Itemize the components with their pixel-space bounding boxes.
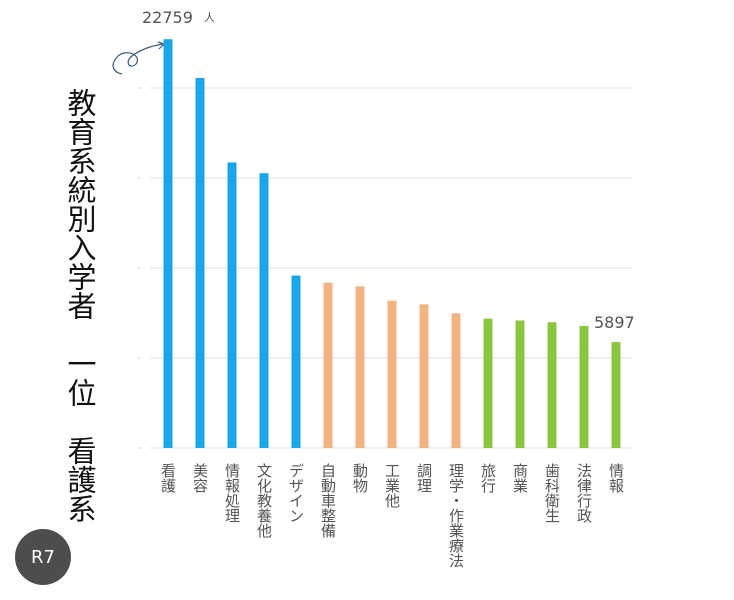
x-tick-label: 歯科衛生 [543,463,561,523]
bar [547,322,557,448]
x-tick-label: 工業他 [383,463,401,509]
bar [291,275,301,448]
x-tick-label: 自動車整備 [319,463,337,538]
bar [611,342,621,448]
x-tick-label: 法律行政 [575,463,593,523]
bar [355,286,365,448]
bar [387,300,397,448]
bar [419,304,429,448]
x-tick-label: 動物 [351,463,369,494]
bar [579,325,589,448]
bar [451,313,461,448]
badge [15,529,71,585]
x-tick-label: 情報 [607,463,625,493]
bar [323,282,333,448]
x-tick-label: デザイン [287,463,305,523]
bar [515,320,525,448]
x-tick-label: 看護 [159,463,177,493]
x-tick-label: 美容 [191,463,209,493]
bar [227,162,237,448]
bar [163,39,173,449]
chart-title: 教育系統別入学者 一位 看護系 [63,88,97,523]
value-label: 5897 [594,313,635,332]
x-tick-label: 調理 [415,463,433,493]
x-tick-label: 理学・作業療法 [447,463,465,568]
bar [483,318,493,448]
x-tick-label: 情報処理 [223,463,241,523]
x-tick-label: 商業 [511,463,529,493]
bar [195,78,205,449]
axis-ticks [138,87,140,449]
bar [259,173,269,448]
badge-label: R7 [31,547,55,568]
x-tick-label: 文化教養他 [255,463,273,539]
swirl-arrow [112,43,164,75]
value-label: 22759 [142,8,193,27]
arrow-head [157,41,166,50]
unit-label: 人 [204,11,215,24]
x-tick-label: 旅行 [479,463,497,494]
